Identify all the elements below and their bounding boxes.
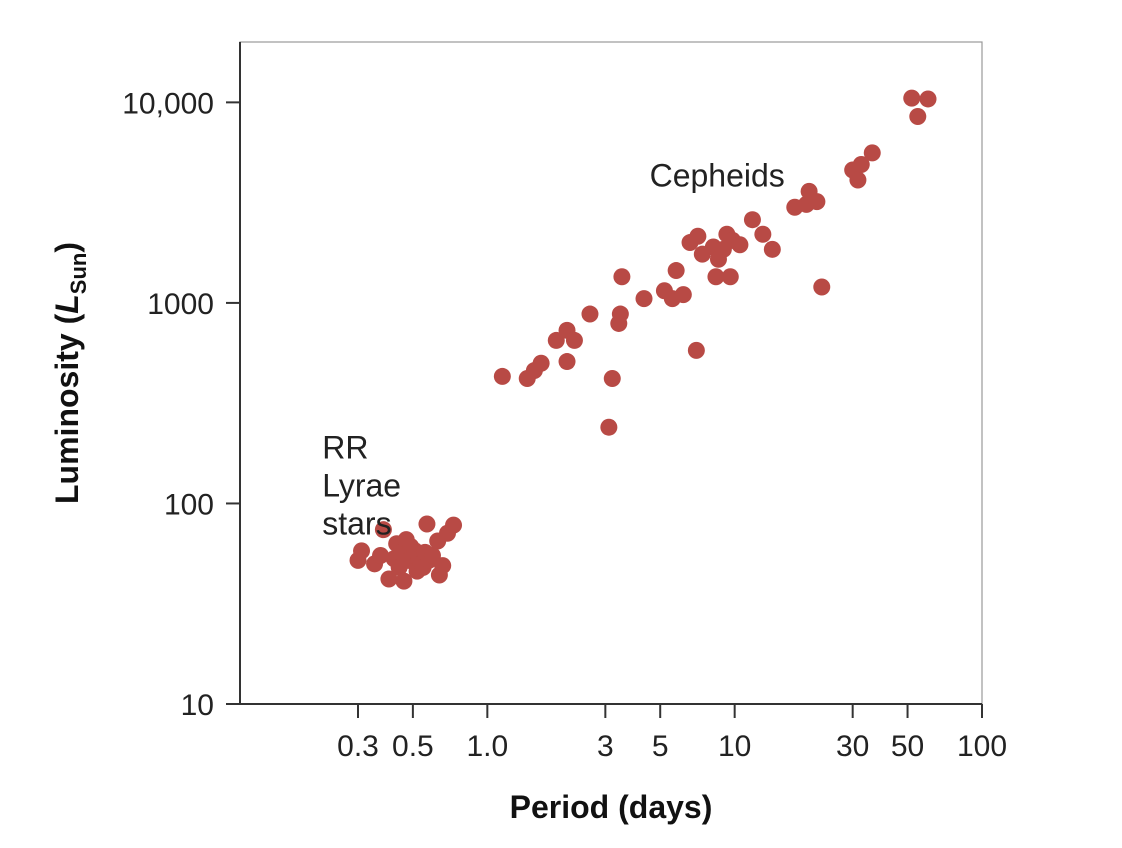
annotation-label: RR xyxy=(322,430,368,466)
y-tick-label: 1000 xyxy=(147,288,214,321)
data-point xyxy=(852,155,870,173)
x-axis-ticks: 0.3 0.5 1.0 3 5 10 30 50 100 xyxy=(337,704,1007,763)
x-tick-label: 5 xyxy=(652,730,669,763)
data-point xyxy=(707,268,725,286)
x-tick-label: 100 xyxy=(957,730,1007,763)
x-tick-label: 0.3 xyxy=(337,730,379,763)
y-axis-title-symbol: L xyxy=(49,294,85,314)
data-point xyxy=(532,354,550,372)
data-point xyxy=(909,108,927,126)
annotation-label: stars xyxy=(322,506,391,542)
y-tick-label: 10,000 xyxy=(122,87,214,120)
data-point xyxy=(493,367,511,385)
y-axis-title-main: Luminosity ( xyxy=(49,313,85,504)
data-point xyxy=(565,331,583,349)
data-point xyxy=(603,369,621,387)
x-tick-label: 1.0 xyxy=(466,730,508,763)
data-point xyxy=(674,286,692,304)
data-point xyxy=(353,542,371,560)
data-point xyxy=(445,516,463,534)
data-point xyxy=(611,305,629,323)
x-tick-label: 50 xyxy=(891,730,924,763)
data-points xyxy=(349,89,937,590)
data-point xyxy=(380,570,398,588)
x-tick-label: 0.5 xyxy=(392,730,434,763)
y-tick-label: 10 xyxy=(181,689,214,722)
data-point xyxy=(731,236,749,254)
data-point xyxy=(434,557,452,575)
data-point xyxy=(418,515,436,533)
x-tick-label: 3 xyxy=(597,730,614,763)
y-axis-ticks: 10 100 1000 10,000 xyxy=(122,87,240,722)
data-point xyxy=(721,268,739,286)
data-point xyxy=(687,341,705,359)
data-point xyxy=(374,521,392,539)
x-axis-title: Period (days) xyxy=(510,789,713,825)
data-point xyxy=(689,227,707,245)
data-point xyxy=(808,193,826,211)
data-point xyxy=(395,572,413,590)
data-point xyxy=(903,89,921,107)
data-point xyxy=(547,331,565,349)
data-point xyxy=(849,171,867,189)
data-point xyxy=(763,240,781,258)
y-axis-title-close: ) xyxy=(49,242,85,253)
data-point xyxy=(863,144,881,162)
data-point xyxy=(613,268,631,286)
data-point xyxy=(754,225,772,243)
x-tick-label: 10 xyxy=(718,730,751,763)
y-tick-label: 100 xyxy=(164,488,214,521)
data-point xyxy=(558,353,576,371)
data-point xyxy=(600,418,618,436)
annotation-label: Cepheids xyxy=(650,158,785,194)
data-point xyxy=(743,211,761,229)
y-axis-title: Luminosity (LSun) xyxy=(49,242,91,504)
data-point xyxy=(919,90,937,108)
annotation-label: Lyrae xyxy=(322,468,401,504)
data-point xyxy=(667,262,685,280)
data-point xyxy=(635,290,653,308)
data-point xyxy=(813,278,831,296)
data-point xyxy=(372,547,390,565)
data-point xyxy=(581,305,599,323)
y-axis-title-subscript: Sun xyxy=(66,253,91,295)
x-tick-label: 30 xyxy=(836,730,869,763)
